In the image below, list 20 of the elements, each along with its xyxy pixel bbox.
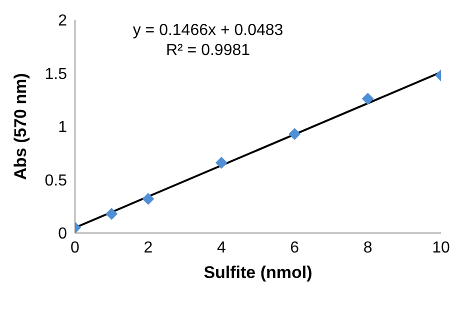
annotation: R² = 0.9981 [164, 42, 252, 60]
y-tick-label: 1 [58, 119, 68, 136]
x-tick-label: 10 [432, 239, 450, 256]
point [106, 208, 118, 220]
y-tick-label: 0 [58, 226, 68, 243]
point [142, 192, 154, 205]
x-axis-title: Sulfite (nmol) [204, 263, 312, 282]
annotation: y = 0.1466x + 0.0483 [132, 22, 284, 40]
x-tick-label: 6 [290, 239, 300, 256]
y-tick-label: 1.5 [44, 66, 68, 83]
x-tick-label: 8 [363, 239, 372, 256]
y-axis-title: Abs (570 nm) [11, 73, 30, 180]
point [215, 156, 228, 169]
y-tick-label: 0.5 [44, 172, 68, 190]
x-tick-label: 0 [70, 239, 80, 256]
point [288, 128, 301, 140]
x-tick-label: 2 [144, 239, 153, 256]
y-tick-label: 2 [58, 12, 68, 30]
x-tick-label: 4 [216, 239, 226, 256]
point [362, 92, 374, 105]
